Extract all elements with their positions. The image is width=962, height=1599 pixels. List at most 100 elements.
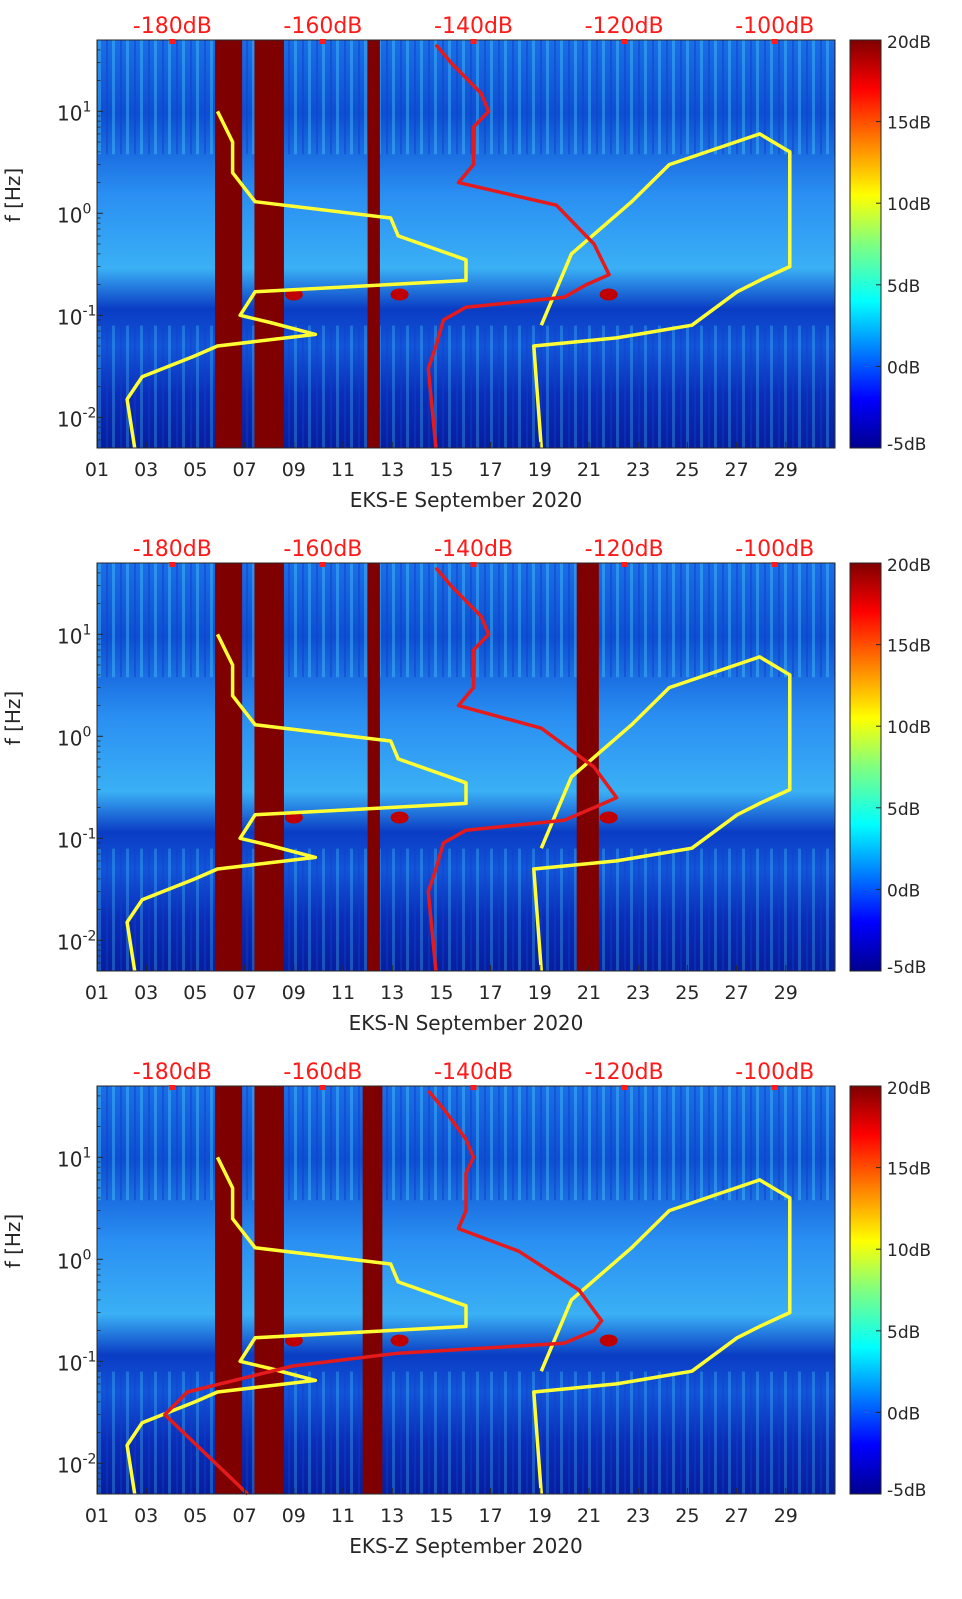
y-tick-exponent: -2 — [82, 928, 96, 944]
colorbar-tick-label: -5dB — [887, 958, 926, 978]
energy-spot — [599, 811, 618, 824]
y-tick-label: 10-2 — [57, 928, 96, 954]
x-tick-label: 23 — [626, 459, 650, 481]
x-tick-label: 27 — [725, 459, 749, 481]
colorbar-tick-label: 20dB — [887, 1079, 931, 1099]
top-db-label: -120dB — [585, 537, 664, 562]
colorbar-tick-label: 15dB — [887, 637, 931, 657]
top-db-label: -100dB — [735, 537, 814, 562]
red-curve — [426, 43, 611, 449]
y-tick-label: 100 — [57, 724, 91, 750]
y-tick-exponent: 1 — [82, 1145, 91, 1161]
y-tick-exponent: 0 — [82, 724, 91, 740]
top-db-label: -140dB — [434, 1060, 513, 1085]
top-db-marker — [319, 562, 326, 567]
data-gap-band — [215, 40, 243, 448]
top-db-marker — [470, 39, 477, 44]
energy-spot — [599, 288, 618, 301]
x-tick-label: 13 — [380, 459, 404, 481]
colorbar-tick-label: -5dB — [887, 435, 926, 455]
x-tick-label: 29 — [774, 1505, 798, 1527]
colorbar-tick-label: 0dB — [887, 881, 920, 901]
top-db-marker — [470, 1085, 477, 1090]
x-tick-label: 01 — [85, 459, 109, 481]
colorbar-tick-label: 5dB — [887, 800, 920, 820]
spectrogram-texture — [97, 563, 835, 678]
colorbar-tick-label: 15dB — [887, 1160, 931, 1180]
top-db-marker — [169, 1085, 176, 1090]
y-tick-exponent: -1 — [82, 1349, 96, 1365]
y-tick-exponent: -1 — [82, 303, 96, 319]
x-axis-label: EKS-N September 2020 — [349, 1011, 584, 1035]
top-db-marker — [169, 562, 176, 567]
x-tick-label: 07 — [233, 982, 257, 1004]
colorbar-tick-label: -5dB — [887, 1481, 926, 1501]
top-db-label: -140dB — [434, 537, 513, 562]
x-tick-label: 03 — [134, 982, 158, 1004]
yellow-right-curve — [532, 1178, 792, 1495]
yellow-curve — [125, 1156, 468, 1495]
y-tick-exponent: 1 — [82, 99, 91, 115]
data-gap-band — [254, 40, 284, 448]
x-tick-label: 09 — [282, 459, 306, 481]
top-db-marker — [771, 562, 778, 567]
x-tick-label: 05 — [183, 459, 207, 481]
data-gap-band — [367, 40, 380, 448]
x-tick-label: 11 — [331, 1505, 355, 1527]
y-tick-exponent: 1 — [82, 622, 91, 638]
x-tick-label: 07 — [233, 459, 257, 481]
y-tick-exponent: -2 — [82, 405, 96, 421]
x-tick-label: 11 — [331, 459, 355, 481]
yellow-right-curve — [532, 655, 792, 972]
x-tick-label: 03 — [134, 459, 158, 481]
colorbar-tick-label: 20dB — [887, 556, 931, 576]
energy-spot — [599, 1334, 618, 1347]
y-tick-label: 101 — [57, 622, 91, 648]
top-db-marker — [169, 39, 176, 44]
data-gap-band — [367, 563, 380, 971]
y-tick-label: 101 — [57, 1145, 91, 1171]
spectrogram-texture-low — [97, 848, 835, 971]
x-tick-label: 01 — [85, 1505, 109, 1527]
top-db-label: -180dB — [133, 1060, 212, 1085]
y-tick-exponent: -2 — [82, 1451, 96, 1467]
top-db-label: -180dB — [133, 14, 212, 39]
colorbar-tick-label: 10dB — [887, 195, 931, 215]
x-tick-label: 21 — [577, 982, 601, 1004]
top-db-marker — [621, 1085, 628, 1090]
y-tick-exponent: 0 — [82, 1247, 91, 1263]
x-tick-label: 23 — [626, 982, 650, 1004]
y-tick-exponent: 0 — [82, 201, 91, 217]
top-db-marker — [319, 1085, 326, 1090]
x-tick-label: 09 — [282, 982, 306, 1004]
top-db-label: -160dB — [283, 14, 362, 39]
yellow-curve — [125, 110, 468, 449]
data-gap-band — [362, 1086, 383, 1494]
top-db-label: -140dB — [434, 14, 513, 39]
spectrogram-texture-low — [97, 1371, 835, 1494]
x-tick-label: 29 — [774, 459, 798, 481]
y-tick-label: 101 — [57, 99, 91, 125]
x-tick-label: 11 — [331, 982, 355, 1004]
red-curve — [426, 566, 619, 972]
energy-spot — [390, 288, 409, 301]
y-tick-label: 100 — [57, 201, 91, 227]
spectrogram-texture-low — [97, 325, 835, 448]
yellow-right-curve — [532, 132, 792, 449]
top-db-label: -100dB — [735, 1060, 814, 1085]
top-db-marker — [621, 562, 628, 567]
x-axis-label: EKS-E September 2020 — [350, 488, 582, 512]
colorbar-tick-label: 10dB — [887, 1241, 931, 1261]
x-tick-label: 05 — [183, 982, 207, 1004]
red-curve — [163, 1089, 604, 1496]
x-tick-label: 09 — [282, 1505, 306, 1527]
top-db-label: -120dB — [585, 1060, 664, 1085]
x-tick-label: 07 — [233, 1505, 257, 1527]
top-db-marker — [319, 39, 326, 44]
x-axis-label: EKS-Z September 2020 — [349, 1534, 583, 1558]
yellow-curve — [125, 633, 468, 972]
data-gap-band — [254, 1086, 284, 1494]
x-tick-label: 21 — [577, 1505, 601, 1527]
